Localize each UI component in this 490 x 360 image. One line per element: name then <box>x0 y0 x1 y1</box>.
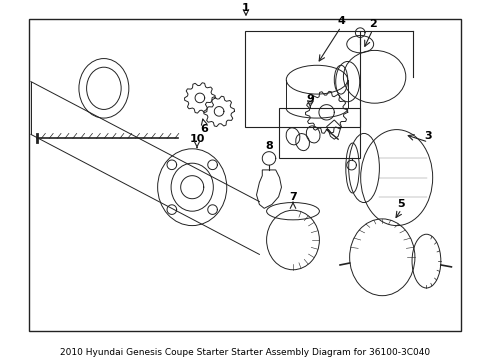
Text: 2010 Hyundai Genesis Coupe Starter Starter Assembly Diagram for 36100-3C040: 2010 Hyundai Genesis Coupe Starter Start… <box>60 348 430 357</box>
Text: 8: 8 <box>265 141 273 151</box>
Text: 7: 7 <box>289 192 297 202</box>
Text: 9: 9 <box>306 94 314 104</box>
Text: 2: 2 <box>369 19 376 29</box>
Bar <box>245 31 360 127</box>
Text: 1: 1 <box>242 3 250 13</box>
Text: 10: 10 <box>189 134 205 144</box>
Text: 3: 3 <box>424 131 432 141</box>
Text: 5: 5 <box>398 198 405 208</box>
Text: 6: 6 <box>200 123 208 134</box>
Text: 4: 4 <box>337 16 345 26</box>
Bar <box>279 108 360 158</box>
